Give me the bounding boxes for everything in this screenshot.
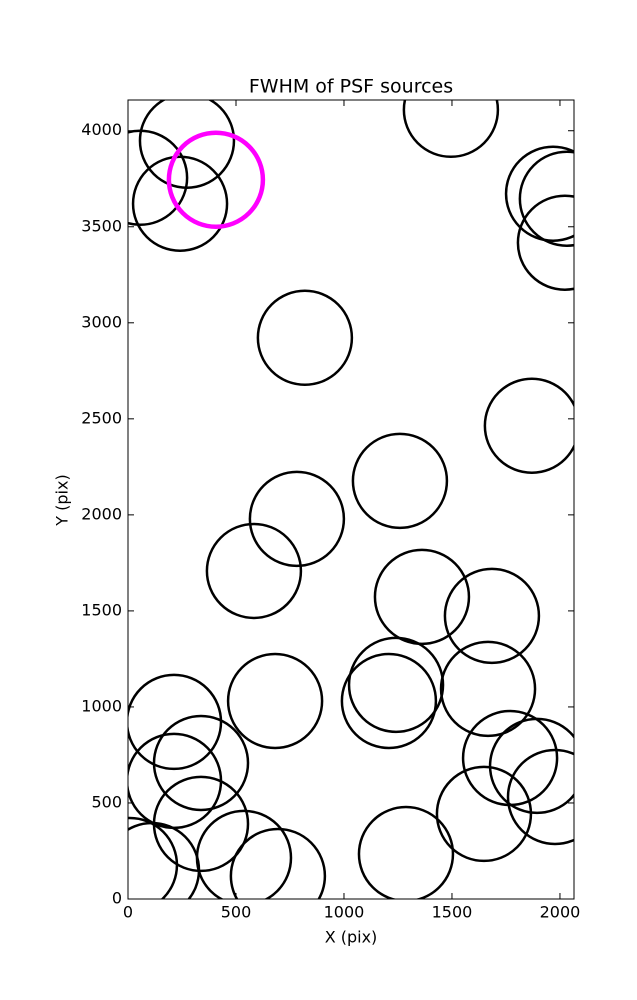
y-tick-label: 3000: [81, 312, 122, 331]
source-marker: [439, 640, 537, 738]
source-marker: [128, 129, 189, 227]
y-tick-label: 1500: [81, 600, 122, 619]
source-marker: [128, 821, 201, 899]
source-marker: [488, 717, 574, 815]
source-marker: [435, 765, 533, 863]
source-marker: [128, 816, 179, 899]
plot-frame: [127, 99, 575, 900]
source-marker: [506, 748, 574, 846]
source-marker: [357, 805, 455, 899]
chart-title: FWHM of PSF sources: [249, 76, 453, 98]
source-marker: [152, 714, 250, 812]
x-tick-label: 2000: [540, 903, 581, 922]
source-marker: [461, 709, 559, 807]
y-tick-label: 4000: [81, 120, 122, 139]
x-axis-label: X (pix): [325, 928, 378, 947]
y-axis-label: Y (pix): [53, 474, 72, 526]
source-marker: [256, 289, 354, 387]
x-tick-label: 0: [123, 903, 133, 922]
source-marker: [483, 377, 574, 474]
source-marker: [373, 548, 471, 646]
source-marker: [518, 150, 574, 247]
plot-area: [128, 100, 574, 899]
source-marker: [229, 827, 327, 899]
y-tick-label: 3500: [81, 216, 122, 235]
x-tick-label: 1000: [324, 903, 365, 922]
y-tick-label: 2500: [81, 408, 122, 427]
source-marker: [504, 145, 574, 242]
source-marker: [195, 809, 293, 899]
source-marker: [402, 100, 500, 159]
y-tick-label: 0: [112, 889, 122, 908]
source-marker: [340, 652, 438, 750]
source-marker: [516, 194, 574, 291]
y-tick-label: 1000: [81, 696, 122, 715]
source-marker: [351, 432, 449, 530]
source-marker: [248, 470, 346, 568]
x-tick-label: 500: [221, 903, 252, 922]
source-marker: [443, 567, 541, 665]
source-marker: [166, 130, 266, 229]
y-tick-label: 2000: [81, 504, 122, 523]
source-marker: [131, 155, 229, 252]
source-marker: [226, 652, 324, 750]
source-marker: [128, 732, 223, 830]
x-tick-label: 1500: [432, 903, 473, 922]
source-marker: [128, 673, 223, 771]
source-marker: [205, 522, 303, 620]
source-marker: [347, 636, 445, 734]
y-tick-label: 500: [91, 792, 122, 811]
